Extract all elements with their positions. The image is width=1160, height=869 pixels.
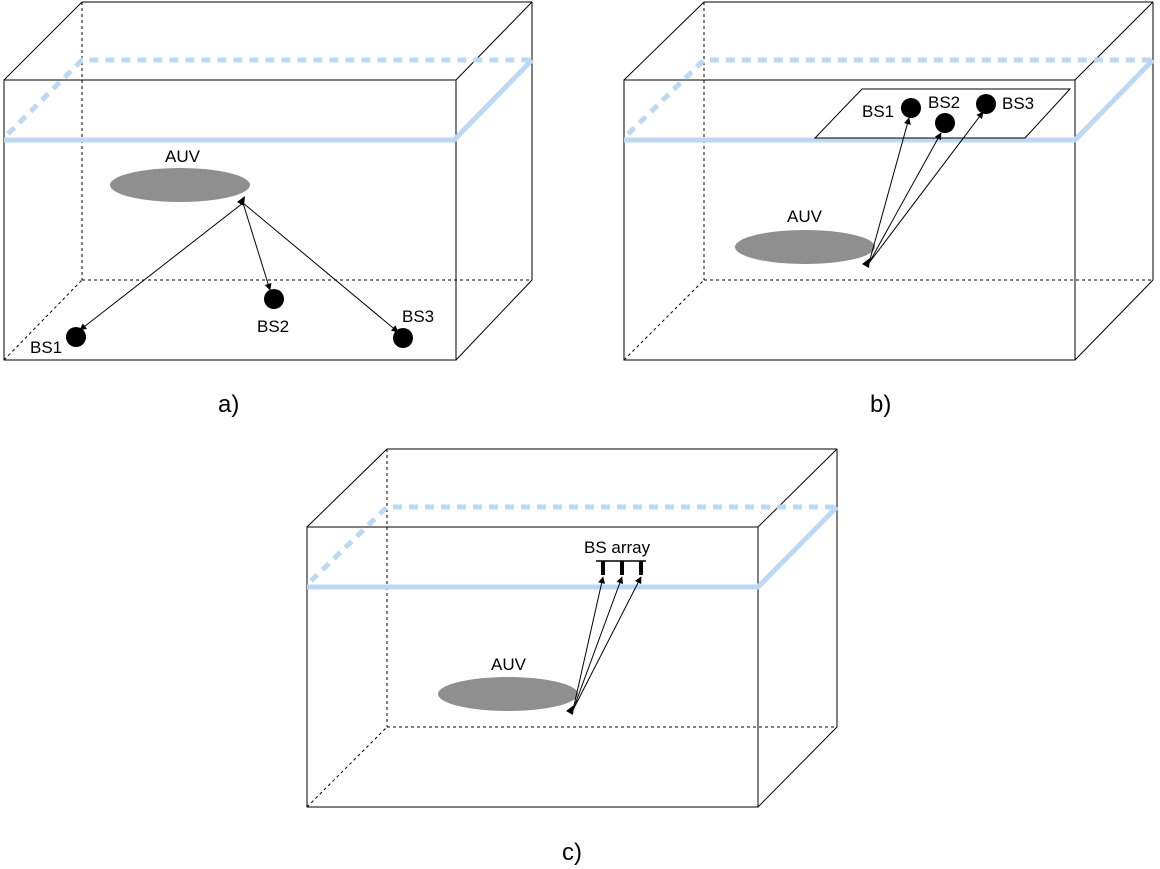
panel-a-arrow-bs3 — [242, 202, 399, 333]
panel-b-bs1-label: BS1 — [862, 102, 894, 121]
panel-b-bs3-label: BS3 — [1002, 94, 1034, 113]
panel-b-caption: b) — [870, 391, 891, 418]
panel-a-bs3-label: BS3 — [402, 307, 434, 326]
panel-a-arrow-origin — [237, 196, 245, 206]
panel-b-auv — [735, 230, 875, 264]
panel-c-arrow-element-2 — [572, 576, 624, 711]
panel-c: BS array AUV c) — [306, 448, 839, 866]
panel-a-water-surface — [4, 57, 534, 143]
panel-a-bs1 — [66, 327, 86, 347]
panel-c-water-surface — [307, 504, 839, 590]
panel-b-bs1 — [901, 98, 921, 118]
panel-c-arrow-element-3 — [572, 576, 642, 711]
panel-a-signal-arrows — [79, 196, 399, 333]
panel-a: AUV BS1 BS2 BS3 a) — [3, 1, 534, 418]
panel-a-bs1-label: BS1 — [30, 338, 62, 357]
panel-c-arrow-element-1 — [572, 576, 606, 711]
panel-a-caption: a) — [218, 391, 239, 418]
panel-c-caption: c) — [562, 839, 582, 866]
panel-a-arrow-bs2 — [242, 202, 272, 291]
panel-c-bs-array — [596, 560, 646, 575]
panel-b-surface-plane — [813, 88, 1072, 139]
panel-a-bs2-label: BS2 — [257, 317, 289, 336]
panel-c-auv — [438, 677, 578, 711]
panel-b-arrow-bs3 — [868, 111, 984, 264]
panel-c-bs-array-element-2 — [620, 561, 624, 575]
panel-c-arrow-origin — [566, 705, 574, 715]
panel-c-auv-label: AUV — [491, 655, 527, 674]
panel-c-bs-array-element-1 — [601, 561, 605, 575]
panel-a-auv-label: AUV — [165, 147, 201, 166]
panel-a-bs2 — [264, 289, 284, 309]
panel-b-bs3 — [976, 94, 996, 114]
panel-b: AUV BS1 BS2 BS3 b) — [623, 1, 1155, 418]
panel-b-bs2-label: BS2 — [928, 93, 960, 112]
panel-b-auv-label: AUV — [787, 207, 823, 226]
panel-a-bs3 — [393, 328, 413, 348]
panel-a-auv — [110, 168, 250, 202]
panel-b-arrow-origin — [862, 258, 870, 268]
panel-b-water-surface — [624, 57, 1155, 143]
panel-b-arrow-bs1 — [868, 117, 911, 264]
panel-b-signal-arrows — [862, 111, 984, 268]
panel-c-bs-array-element-3 — [639, 561, 643, 575]
panel-a-arrow-bs1 — [79, 202, 244, 331]
panel-c-signal-arrows — [566, 576, 642, 715]
panel-b-bs2 — [935, 113, 955, 133]
panel-b-arrow-bs2 — [868, 132, 942, 264]
panel-c-box — [306, 448, 838, 808]
panel-b-box — [623, 1, 1154, 361]
panel-c-bs-array-label: BS array — [584, 538, 651, 557]
